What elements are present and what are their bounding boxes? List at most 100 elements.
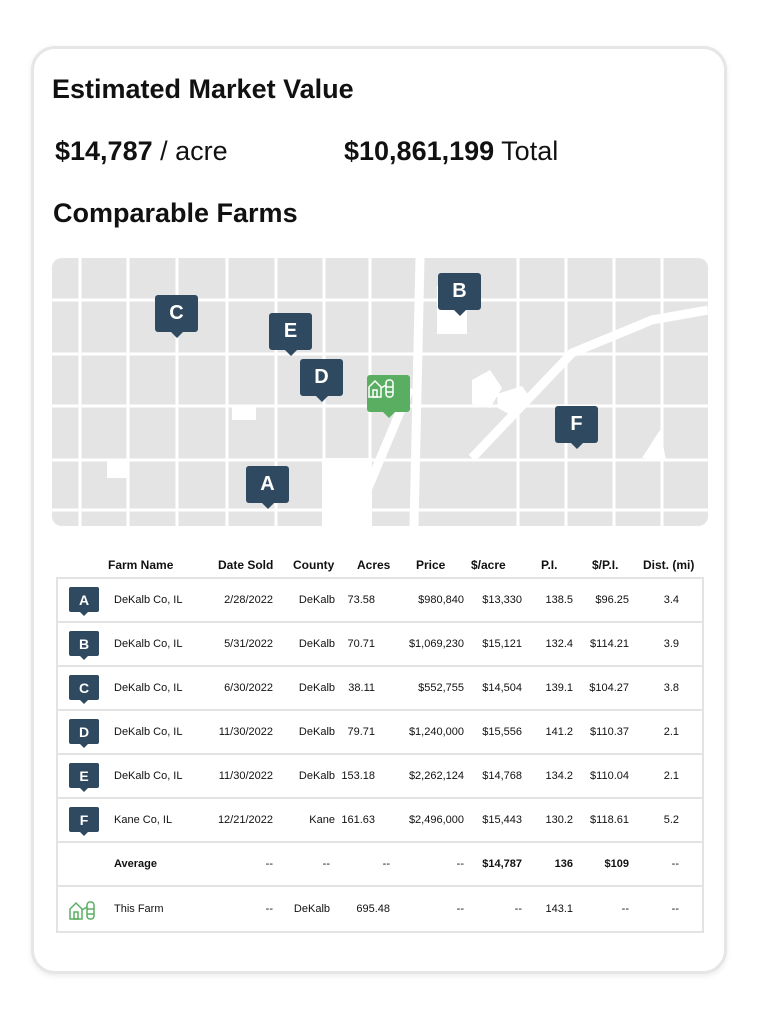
cell-farm-name: DeKalb Co, IL [114, 726, 183, 738]
cell-per-acre: $15,556 [482, 726, 522, 738]
cell-pi: 136 [554, 858, 573, 870]
row-pin-badge: B [69, 631, 99, 660]
cell-farm-name: DeKalb Co, IL [114, 594, 183, 606]
cell-distance: 3.8 [663, 682, 679, 694]
col-county: County [293, 558, 335, 572]
cell-per-acre: $15,443 [482, 814, 522, 826]
map-pin-e[interactable]: E [269, 313, 312, 356]
cell-per-acre: $14,768 [482, 770, 522, 782]
cell-pi: 130.2 [545, 814, 573, 826]
page-title: Estimated Market Value [52, 74, 354, 104]
row-pin-badge: D [69, 719, 99, 748]
price-per-acre-value: $14,787 [55, 136, 153, 166]
cell-price: -- [456, 858, 464, 870]
table-row-average: Average -- -- -- -- $14,787 136 $109 -- [58, 843, 702, 887]
map-pin-a[interactable]: A [246, 466, 289, 509]
map-pin-d[interactable]: D [300, 359, 343, 402]
cell-farm-name: DeKalb Co, IL [114, 638, 183, 650]
cell-farm-name: DeKalb Co, IL [114, 682, 183, 694]
cell-pi: 138.5 [545, 594, 573, 606]
map-pin-this-farm[interactable] [367, 375, 410, 418]
cell-farm-name: This Farm [114, 903, 164, 915]
map-pin-c[interactable]: C [155, 295, 198, 338]
cell-per-pi: $109 [604, 858, 629, 870]
cell-county: Kane [309, 814, 335, 826]
cell-acres: 79.71 [347, 726, 375, 738]
cell-pi: 143.1 [545, 903, 573, 915]
cell-pi: 139.1 [545, 682, 573, 694]
row-pin-badge: C [69, 675, 99, 704]
total-price: $10,861,199 Total [344, 136, 558, 167]
cell-per-pi: $104.27 [589, 682, 629, 694]
cell-county: DeKalb [298, 594, 335, 606]
map-pin-b[interactable]: B [438, 273, 481, 316]
cell-price: $552,755 [418, 682, 464, 694]
row-pin-badge: A [69, 587, 99, 616]
cell-price: $980,840 [418, 594, 464, 606]
cell-county: DeKalb [298, 638, 335, 650]
cell-farm-name: DeKalb Co, IL [114, 770, 183, 782]
price-per-acre: $14,787 / acre [55, 136, 228, 167]
table-row[interactable]: B DeKalb Co, IL 5/31/2022 DeKalb 70.71 $… [58, 623, 702, 667]
cell-distance: -- [671, 903, 679, 915]
cell-acres: 161.63 [341, 814, 375, 826]
total-price-value: $10,861,199 [344, 136, 495, 166]
col-price: Price [416, 558, 446, 572]
cell-farm-name: Average [114, 858, 158, 870]
cell-pi: 141.2 [545, 726, 573, 738]
cell-per-acre: $13,330 [482, 594, 522, 606]
cell-price: $1,240,000 [408, 726, 464, 738]
map-streets [52, 258, 708, 526]
cell-pi: 132.4 [545, 638, 573, 650]
cell-acres: 70.71 [347, 638, 375, 650]
table-row[interactable]: F Kane Co, IL 12/21/2022 Kane 161.63 $2,… [58, 799, 702, 843]
cell-county: -- [322, 858, 330, 870]
col-date-sold: Date Sold [218, 558, 274, 572]
cell-per-pi: $110.04 [590, 770, 629, 782]
cell-acres: 153.18 [341, 770, 375, 782]
cell-per-acre: $14,504 [482, 682, 522, 694]
comparables-title: Comparable Farms [53, 198, 298, 228]
cell-acres: -- [382, 858, 390, 870]
cell-date-sold: 2/28/2022 [224, 594, 273, 606]
row-pin-badge: E [69, 763, 99, 792]
cell-per-pi: $96.25 [595, 594, 629, 606]
farm-barn-icon [368, 379, 394, 398]
cell-distance: 3.9 [663, 638, 679, 650]
row-pin-badge: F [69, 807, 99, 836]
comparables-table: A DeKalb Co, IL 2/28/2022 DeKalb 73.58 $… [56, 577, 704, 933]
cell-distance: 5.2 [663, 814, 679, 826]
total-price-unit: Total [501, 136, 559, 166]
cell-per-pi: $110.37 [590, 726, 629, 738]
cell-acres: 38.11 [348, 682, 375, 694]
cell-date-sold: 5/31/2022 [224, 638, 273, 650]
cell-price: $2,496,000 [408, 814, 464, 826]
cell-price: -- [456, 903, 464, 915]
comparables-map[interactable]: C B E D F A [52, 258, 708, 526]
map-pin-f[interactable]: F [555, 406, 598, 449]
cell-date-sold: -- [265, 858, 273, 870]
col-distance: Dist. (mi) [643, 558, 695, 572]
cell-per-pi: $118.61 [590, 814, 629, 826]
cell-date-sold: 11/30/2022 [218, 770, 273, 782]
cell-county: DeKalb [293, 903, 330, 915]
cell-pi: 134.2 [545, 770, 573, 782]
cell-county: DeKalb [298, 682, 335, 694]
cell-date-sold: -- [265, 903, 273, 915]
cell-distance: 2.1 [663, 770, 679, 782]
cell-per-acre: $14,787 [482, 858, 522, 870]
cell-county: DeKalb [298, 770, 335, 782]
cell-per-pi: $114.21 [590, 638, 629, 650]
cell-distance: 3.4 [663, 594, 679, 606]
table-row[interactable]: A DeKalb Co, IL 2/28/2022 DeKalb 73.58 $… [58, 579, 702, 623]
cell-distance: -- [671, 858, 679, 870]
cell-per-acre: $15,121 [482, 638, 522, 650]
table-row-this-farm[interactable]: This Farm -- DeKalb 695.48 -- -- 143.1 -… [58, 887, 702, 931]
cell-county: DeKalb [298, 726, 335, 738]
cell-date-sold: 11/30/2022 [218, 726, 273, 738]
cell-date-sold: 12/21/2022 [217, 814, 273, 826]
cell-date-sold: 6/30/2022 [224, 682, 273, 694]
table-row[interactable]: D DeKalb Co, IL 11/30/2022 DeKalb 79.71 … [58, 711, 702, 755]
table-row[interactable]: C DeKalb Co, IL 6/30/2022 DeKalb 38.11 $… [58, 667, 702, 711]
table-row[interactable]: E DeKalb Co, IL 11/30/2022 DeKalb 153.18… [58, 755, 702, 799]
